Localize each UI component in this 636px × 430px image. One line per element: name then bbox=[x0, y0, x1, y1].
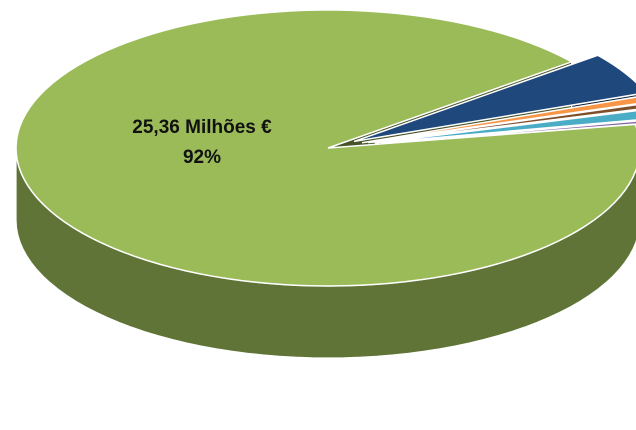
pie-tops bbox=[15, 9, 636, 287]
slice-label-value: 25,36 Milhões € bbox=[132, 117, 272, 138]
slice-1-top bbox=[353, 54, 636, 143]
slice-5-top bbox=[381, 120, 636, 145]
slice-4-top bbox=[374, 109, 636, 144]
slice-0-top bbox=[15, 9, 636, 287]
slice-2-top bbox=[361, 96, 636, 144]
slice-label-percent: 92% bbox=[183, 147, 221, 168]
